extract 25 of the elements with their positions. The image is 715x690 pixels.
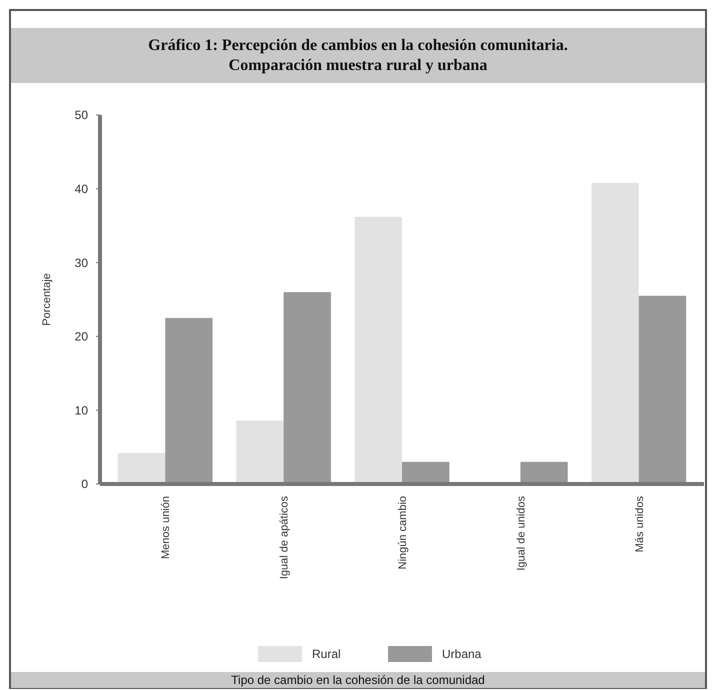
y-tick-label: 40 [74, 182, 88, 196]
x-tick-label: Más unidos [634, 496, 646, 552]
x-tick-label: Menos unión [160, 496, 172, 559]
y-axis-title: Porcentaje [41, 273, 53, 326]
chart-title: Gráfico 1: Percepción de cambios en la cohesión comunitaria. Comparación muestra rural y urbana [148, 37, 568, 74]
y-tick-label: 0 [81, 477, 88, 492]
legend-label: Rural [312, 647, 341, 662]
bar [284, 292, 331, 484]
bar [520, 462, 568, 484]
y-tick-label: 50 [74, 108, 88, 122]
y-tick-label: 10 [74, 403, 88, 418]
bar [402, 462, 450, 484]
x-tick-label: Igual de apáticos [278, 496, 291, 580]
bar [354, 216, 402, 484]
y-tick-label: 30 [74, 256, 88, 270]
text: Tipo de cambio en la cohesión de la comunidad [231, 673, 485, 687]
bar [236, 420, 284, 484]
x-tick-label: Igual de unidos [515, 496, 528, 571]
bar [638, 296, 686, 484]
bar [118, 453, 166, 484]
bar [591, 182, 639, 484]
y-tick-label: 20 [74, 330, 88, 344]
bar [165, 318, 213, 484]
x-tick-label: Ningún cambio [397, 496, 409, 570]
legend-label: Urbana [442, 647, 482, 662]
